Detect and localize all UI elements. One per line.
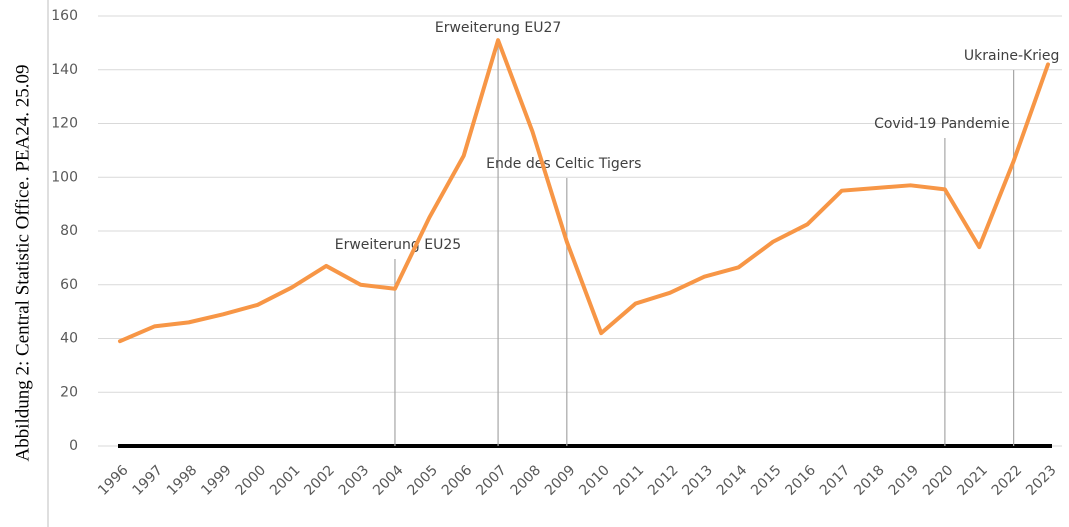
x-tick-label: 2000 bbox=[233, 462, 270, 499]
x-tick-label: 2006 bbox=[439, 462, 476, 499]
x-tick-label: 2014 bbox=[714, 462, 751, 499]
annotation: Ende des Celtic Tigers bbox=[486, 156, 641, 172]
caption: Abbildung 2: Central Statistic Office. P… bbox=[12, 64, 33, 461]
x-tick-label: 2008 bbox=[508, 462, 545, 499]
annotation: Ukraine-Krieg bbox=[964, 48, 1059, 64]
y-tick-label: 60 bbox=[60, 277, 78, 293]
x-tick-label: 2016 bbox=[783, 462, 820, 499]
annotation: Erweiterung EU25 bbox=[335, 237, 461, 253]
y-tick-label: 0 bbox=[69, 438, 78, 454]
x-tick-label: 2005 bbox=[404, 462, 441, 499]
x-tick-label: 2017 bbox=[817, 462, 854, 499]
x-tick-label: 1996 bbox=[95, 462, 132, 499]
x-tick-label: 2012 bbox=[645, 462, 682, 499]
x-tick-label: 2009 bbox=[542, 462, 579, 499]
y-tick-label: 160 bbox=[51, 8, 78, 24]
x-tick-label: 2007 bbox=[473, 462, 510, 499]
y-tick-label: 80 bbox=[60, 223, 78, 239]
x-tick-label: 2022 bbox=[989, 462, 1026, 499]
y-tick-label: 20 bbox=[60, 384, 78, 400]
annotation: Covid-19 Pandemie bbox=[874, 116, 1010, 132]
x-tick-label: 2003 bbox=[336, 462, 373, 499]
annotation: Erweiterung EU27 bbox=[435, 20, 561, 36]
line bbox=[118, 38, 1050, 344]
x-tick-label: 2020 bbox=[920, 462, 957, 499]
x-tick-label: 2015 bbox=[748, 462, 785, 499]
x-tick-label: 2004 bbox=[370, 462, 407, 499]
x-tick-label: 2023 bbox=[1023, 462, 1060, 499]
x-tick-label: 2019 bbox=[886, 462, 923, 499]
x-tick-label: 2011 bbox=[611, 462, 648, 499]
x-tick-label: 2018 bbox=[851, 462, 888, 499]
x-tick-label: 2001 bbox=[267, 462, 304, 499]
x-tick-label: 1997 bbox=[130, 462, 167, 499]
y-tick-label: 140 bbox=[51, 62, 78, 78]
x-tick-label: 2002 bbox=[301, 462, 338, 499]
x-tick-label: 2013 bbox=[679, 462, 716, 499]
y-tick-label: 120 bbox=[51, 116, 78, 132]
y-tick-label: 100 bbox=[51, 169, 78, 185]
x-tick-label: 2010 bbox=[576, 462, 613, 499]
x-tick-label: 1999 bbox=[198, 462, 235, 499]
x-tick-label: 1998 bbox=[164, 462, 201, 499]
x-tick-label: 2021 bbox=[954, 462, 991, 499]
y-tick-label: 40 bbox=[60, 331, 78, 347]
